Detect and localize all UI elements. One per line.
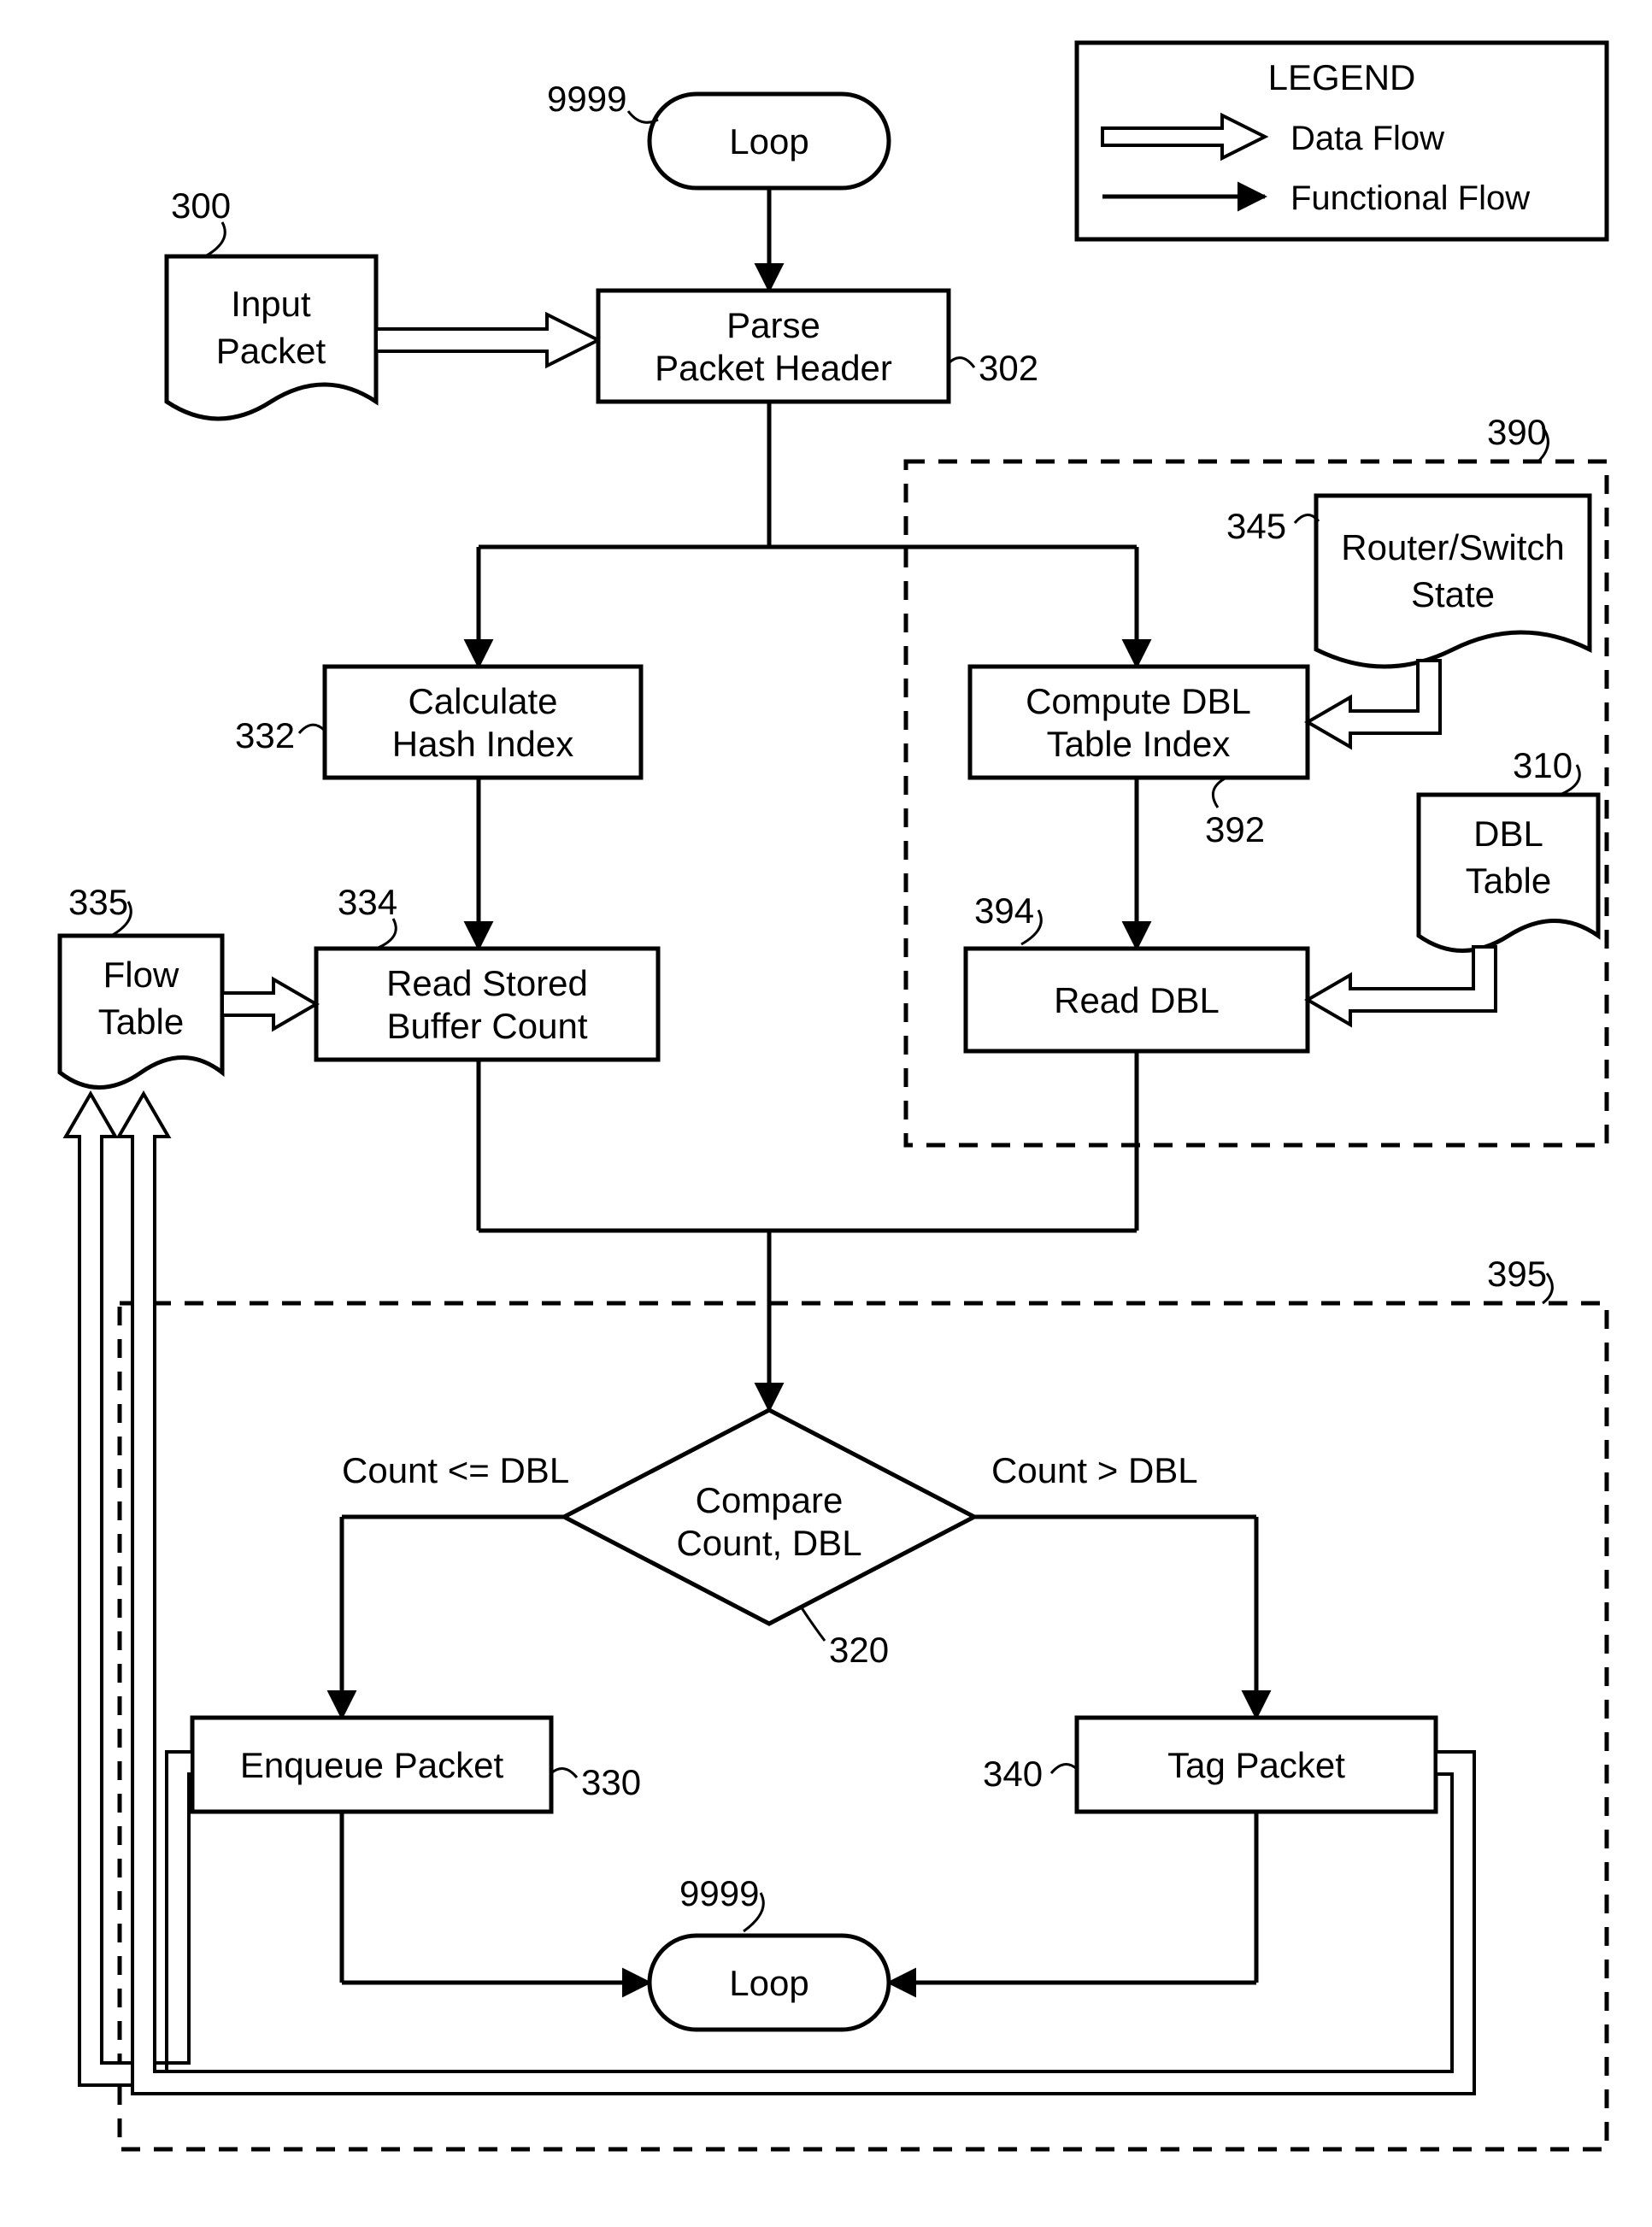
read-dbl-label: Read DBL bbox=[1054, 980, 1220, 1020]
ref-tick bbox=[949, 358, 974, 367]
ref-392: 392 bbox=[1205, 809, 1265, 849]
hash-node: Calculate Hash Index bbox=[325, 667, 641, 778]
legend-title: LEGEND bbox=[1268, 57, 1416, 97]
edge-routerstate-compute bbox=[1308, 661, 1440, 747]
parse-node: Parse Packet Header bbox=[598, 291, 949, 402]
ref-tick bbox=[299, 725, 325, 733]
legend-box: LEGEND Data Flow Functional Flow bbox=[1077, 43, 1607, 239]
compare-l2: Count, DBL bbox=[676, 1523, 861, 1563]
ref-395: 395 bbox=[1487, 1254, 1547, 1294]
ref-tick bbox=[1051, 1765, 1077, 1773]
loop-bottom-label: Loop bbox=[729, 1963, 808, 2003]
read-stored-node: Read Stored Buffer Count bbox=[316, 949, 658, 1060]
router-state-l2: State bbox=[1411, 574, 1495, 614]
loop-top-label: Loop bbox=[729, 121, 808, 162]
ref-tick bbox=[801, 1607, 825, 1641]
ref-9999-bottom: 9999 bbox=[679, 1873, 759, 1913]
enqueue-label: Enqueue Packet bbox=[240, 1745, 504, 1785]
dbl-table-l2: Table bbox=[1466, 861, 1551, 901]
parse-l1: Parse bbox=[726, 305, 820, 345]
input-packet-l2: Packet bbox=[216, 331, 326, 371]
ref-320: 320 bbox=[829, 1630, 889, 1670]
ref-345: 345 bbox=[1226, 506, 1286, 546]
ref-tick bbox=[205, 222, 225, 256]
ref-335: 335 bbox=[68, 882, 128, 922]
ref-9999-top: 9999 bbox=[547, 79, 626, 119]
read-stored-l1: Read Stored bbox=[386, 963, 588, 1003]
compute-dbl-node: Compute DBL Table Index bbox=[970, 667, 1308, 778]
input-packet-node: Input Packet bbox=[167, 256, 376, 419]
edge-dbltable-readdbl bbox=[1308, 947, 1496, 1025]
ref-tick bbox=[551, 1769, 577, 1777]
router-state-node: Router/Switch State bbox=[1316, 496, 1590, 667]
loop-top-node: Loop bbox=[650, 94, 889, 188]
edge-enqueue-flowtable-return bbox=[66, 1094, 192, 2085]
enqueue-node: Enqueue Packet bbox=[192, 1718, 551, 1812]
loop-bottom-node: Loop bbox=[650, 1936, 889, 2030]
edge-flowtable-readstored bbox=[222, 979, 316, 1029]
right-branch-label: Count > DBL bbox=[991, 1450, 1198, 1490]
dbl-table-node: DBL Table bbox=[1419, 795, 1598, 951]
legend-functional-flow-label: Functional Flow bbox=[1290, 179, 1530, 217]
router-state-l1: Router/Switch bbox=[1341, 527, 1564, 567]
left-branch-label: Count <= DBL bbox=[342, 1450, 569, 1490]
tag-node: Tag Packet bbox=[1077, 1718, 1436, 1812]
ref-300: 300 bbox=[171, 185, 231, 226]
hash-l1: Calculate bbox=[408, 681, 557, 721]
input-packet-l1: Input bbox=[231, 284, 311, 324]
read-dbl-node: Read DBL bbox=[966, 949, 1308, 1051]
ref-tick bbox=[1213, 778, 1226, 808]
dbl-table-l1: DBL bbox=[1473, 814, 1543, 854]
read-stored-l2: Buffer Count bbox=[386, 1006, 587, 1046]
tag-label: Tag Packet bbox=[1167, 1745, 1345, 1785]
ref-390: 390 bbox=[1487, 412, 1547, 452]
ref-330: 330 bbox=[581, 1762, 641, 1802]
ref-340: 340 bbox=[983, 1754, 1043, 1794]
ref-394: 394 bbox=[974, 890, 1034, 931]
legend-data-flow-label: Data Flow bbox=[1290, 120, 1444, 157]
ref-334: 334 bbox=[338, 882, 397, 922]
compute-dbl-l2: Table Index bbox=[1047, 724, 1231, 764]
ref-302: 302 bbox=[979, 348, 1038, 388]
compare-l1: Compare bbox=[696, 1480, 844, 1520]
hash-l2: Hash Index bbox=[392, 724, 573, 764]
flow-table-l1: Flow bbox=[103, 955, 179, 995]
ref-tick bbox=[628, 111, 658, 122]
ref-332: 332 bbox=[235, 715, 295, 755]
flow-table-l2: Table bbox=[98, 1002, 184, 1042]
flow-table-node: Flow Table bbox=[60, 936, 222, 1088]
compare-node: Compare Count, DBL bbox=[564, 1410, 974, 1624]
ref-310: 310 bbox=[1513, 745, 1573, 785]
parse-l2: Packet Header bbox=[655, 348, 892, 388]
edge-input-parse bbox=[376, 314, 598, 366]
ref-tick bbox=[376, 919, 396, 949]
compute-dbl-l1: Compute DBL bbox=[1026, 681, 1251, 721]
